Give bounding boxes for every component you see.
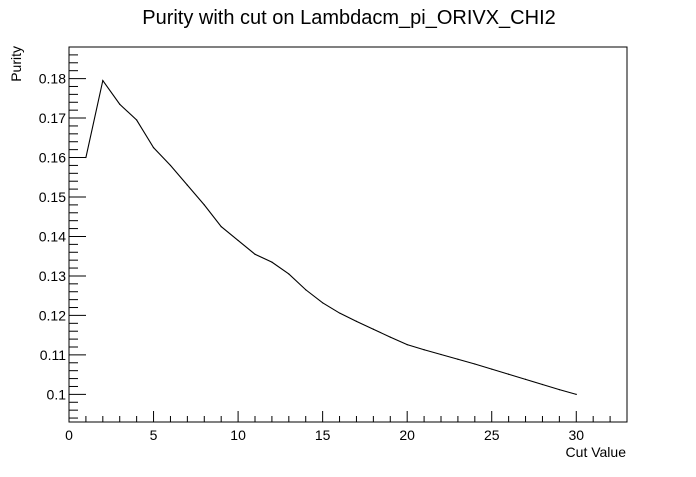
y-tick-label: 0.12	[39, 307, 66, 323]
y-tick-label: 0.16	[39, 150, 66, 166]
y-tick-label: 0.18	[39, 71, 66, 87]
y-axis-tick-labels: 0.1 0.11 0.12 0.13 0.14 0.15 0.16 0.17 0.18	[39, 71, 66, 403]
data-point	[305, 289, 307, 291]
x-tick-label: 5	[150, 427, 158, 443]
data-point	[186, 184, 188, 186]
data-point	[288, 273, 290, 275]
y-tick-label: 0.14	[39, 228, 66, 244]
x-tick-label: 25	[484, 427, 500, 443]
chart-title: Purity with cut on Lambdacm_pi_ORIVX_CHI…	[142, 7, 556, 29]
data-point	[338, 312, 341, 314]
data-point	[575, 393, 577, 395]
data-point	[541, 383, 544, 386]
data-point	[203, 204, 205, 206]
series-line	[85, 79, 577, 395]
data-point	[85, 156, 87, 159]
data-point	[355, 320, 358, 322]
x-axis-tick-labels: 0 5 10 15 20 25 30	[65, 427, 584, 443]
data-point	[389, 336, 391, 338]
data-point	[271, 261, 273, 263]
data-point	[220, 226, 222, 228]
y-tick-label: 0.11	[40, 347, 66, 363]
data-point	[457, 358, 459, 360]
x-axis-label: Cut Value	[566, 444, 627, 460]
y-axis-label: Purity	[8, 46, 24, 82]
y-tick-label: 0.13	[39, 268, 66, 284]
data-point	[136, 119, 138, 121]
series-group	[85, 79, 577, 395]
x-tick-label: 20	[399, 427, 415, 443]
x-tick-label: 0	[65, 427, 73, 443]
y-tick-label: 0.15	[39, 189, 66, 205]
data-point	[474, 363, 476, 365]
y-tick-label: 0.17	[39, 110, 66, 126]
data-point	[372, 328, 374, 330]
y-axis-ticks	[69, 46, 86, 419]
data-point	[119, 103, 121, 105]
data-point	[322, 302, 324, 304]
data-point	[508, 373, 510, 375]
data-point	[406, 344, 408, 346]
data-point	[524, 378, 527, 380]
data-point	[169, 164, 172, 167]
data-point	[491, 368, 493, 370]
data-point	[102, 79, 104, 82]
data-point	[440, 353, 442, 356]
data-point	[254, 253, 256, 255]
data-point	[152, 147, 155, 149]
x-tick-label: 30	[568, 427, 584, 443]
x-tick-label: 15	[315, 427, 331, 443]
plot-frame	[68, 46, 628, 423]
data-point	[423, 349, 425, 351]
x-tick-label: 10	[230, 427, 246, 443]
data-point	[237, 239, 239, 242]
y-tick-label: 0.1	[47, 386, 67, 402]
x-axis-ticks	[68, 411, 628, 422]
data-point	[558, 389, 560, 391]
